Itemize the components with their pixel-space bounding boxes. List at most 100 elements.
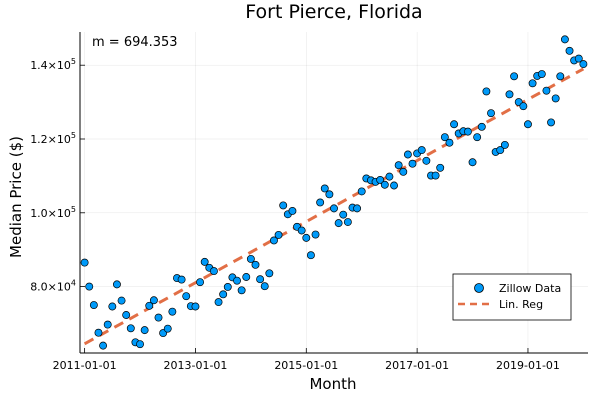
data-point (214, 298, 223, 307)
data-point (445, 138, 454, 147)
data-point (94, 328, 103, 337)
data-point (237, 286, 246, 295)
data-point (487, 109, 495, 118)
y-tick-label: 1.4×105 (30, 57, 76, 72)
y-tick-exponent: 5 (71, 57, 76, 66)
data-point (357, 187, 366, 196)
data-point (547, 118, 556, 127)
data-point (463, 127, 472, 136)
y-tick-label: 1.0×105 (30, 205, 76, 220)
data-point (112, 280, 121, 289)
data-point (330, 204, 338, 213)
data-point (306, 251, 315, 260)
data-point (390, 181, 398, 190)
data-point (191, 302, 200, 311)
data-point (242, 273, 251, 281)
data-point (99, 341, 108, 350)
x-tick-label: 2013-01-01 (163, 359, 227, 372)
data-point (385, 172, 394, 181)
data-point (182, 292, 191, 301)
data-point (140, 326, 149, 335)
legend-label-zillow: Zillow Data (499, 282, 561, 295)
data-point (251, 260, 260, 269)
legend-marker-zillow (474, 283, 484, 293)
legend-label-regression: Lin. Reg (499, 298, 543, 311)
data-point (565, 46, 574, 55)
data-point (89, 301, 98, 309)
data-point (450, 120, 459, 129)
data-point (325, 190, 334, 199)
y-tick-label: 1.2×105 (30, 131, 76, 146)
data-point (468, 158, 477, 167)
data-point (196, 278, 205, 287)
data-point (399, 167, 408, 176)
y-tick-exponent: 4 (71, 279, 76, 288)
data-point (270, 236, 278, 245)
data-point (149, 296, 158, 305)
data-point (431, 171, 440, 180)
data-point (316, 198, 325, 207)
data-point (436, 163, 445, 172)
data-point (320, 184, 329, 193)
data-point (145, 301, 154, 310)
data-point (394, 161, 403, 170)
data-point (302, 233, 311, 242)
x-tick-label: 2015-01-01 (274, 359, 338, 372)
y-axis-label: Median Price ($) (7, 136, 25, 258)
data-point (473, 133, 482, 142)
data-point (376, 176, 385, 184)
data-point (422, 156, 431, 165)
data-point (537, 70, 546, 79)
data-point (223, 283, 232, 291)
data-point (117, 296, 126, 305)
data-point (343, 218, 352, 226)
data-point (219, 290, 228, 299)
regression-layer (83, 67, 585, 346)
data-point (560, 35, 569, 44)
data-point (103, 320, 112, 329)
legend-box (452, 273, 572, 321)
y-tick-mantissa: 1.2×10 (30, 133, 71, 146)
data-point (542, 86, 551, 95)
scatter-layer (80, 35, 588, 350)
data-point (80, 258, 89, 267)
chart-title: Fort Pierce, Florida (245, 1, 422, 23)
data-point (200, 257, 209, 266)
y-tick-label: 8.0×104 (30, 279, 76, 294)
axes (79, 32, 588, 354)
data-point (288, 206, 297, 215)
data-point (528, 79, 537, 88)
data-point (297, 226, 306, 235)
data-point (108, 302, 117, 311)
data-point (510, 72, 519, 81)
data-point (551, 94, 560, 103)
data-point (334, 219, 343, 228)
data-point (556, 72, 565, 81)
tick-labels: 2011-01-01 2013-01-01 2015-01-01 2017-01-01… (30, 57, 560, 372)
data-point (256, 275, 265, 284)
data-point (177, 275, 186, 284)
data-point (440, 133, 449, 142)
data-point (260, 282, 269, 291)
data-point (408, 159, 417, 168)
y-tick-exponent: 5 (71, 131, 76, 140)
data-point (505, 90, 514, 99)
data-point (126, 324, 135, 333)
data-point (311, 230, 320, 239)
data-point (136, 340, 144, 349)
data-point (417, 146, 426, 155)
data-point (85, 282, 94, 291)
data-point (154, 313, 163, 322)
x-tick-label: 2017-01-01 (385, 359, 449, 372)
y-tick-mantissa: 1.0×10 (30, 207, 71, 220)
data-point (265, 269, 274, 278)
y-tick-exponent: 5 (71, 205, 76, 214)
y-tick-mantissa: 8.0×10 (30, 281, 71, 294)
data-point (403, 150, 412, 159)
data-point (482, 87, 491, 96)
data-point (168, 307, 177, 316)
data-point (233, 276, 241, 285)
x-tick-label: 2019-01-01 (496, 359, 560, 372)
data-point (246, 254, 255, 263)
